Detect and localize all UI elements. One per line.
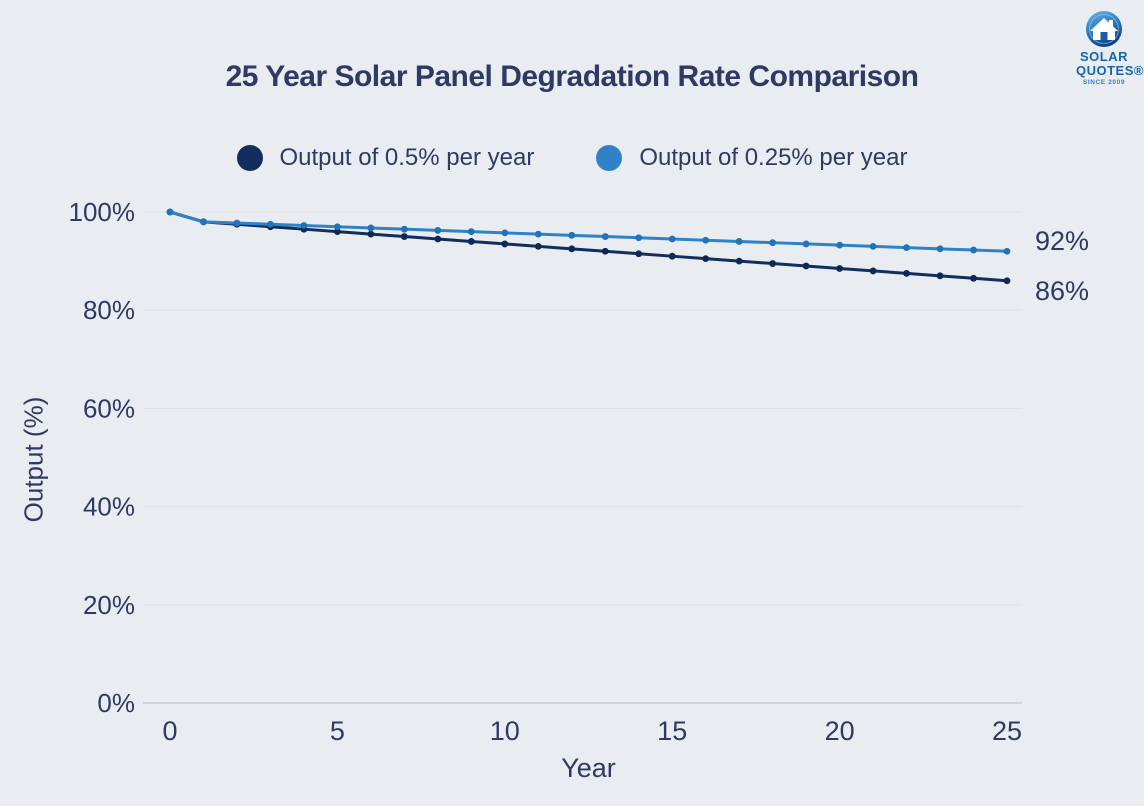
x-tick-label: 10 bbox=[490, 716, 520, 746]
y-tick-label: 40% bbox=[83, 492, 135, 522]
data-point bbox=[970, 246, 977, 254]
solarquotes-house-icon bbox=[1086, 11, 1122, 47]
data-point bbox=[802, 240, 810, 248]
data-point bbox=[1003, 247, 1011, 255]
y-tick-label: 60% bbox=[83, 393, 135, 423]
data-point bbox=[735, 257, 743, 265]
x-tick-label: 20 bbox=[825, 716, 855, 746]
data-point bbox=[233, 219, 241, 227]
data-point bbox=[903, 244, 910, 251]
data-point bbox=[936, 245, 944, 253]
data-point bbox=[802, 262, 810, 270]
data-point bbox=[668, 235, 676, 243]
data-point bbox=[534, 230, 542, 238]
data-point bbox=[836, 265, 843, 272]
data-point bbox=[434, 227, 442, 234]
data-point bbox=[869, 267, 877, 275]
data-point bbox=[434, 235, 442, 243]
data-point bbox=[267, 220, 274, 228]
x-tick-label: 0 bbox=[162, 716, 177, 746]
y-tick-label: 20% bbox=[83, 590, 135, 620]
data-point bbox=[936, 272, 944, 280]
series-end-value-half-percent: 86% bbox=[1035, 276, 1090, 306]
solarquotes-logo: SOLAR QUOTES® SINCE 2009 bbox=[1076, 10, 1144, 87]
data-point bbox=[200, 218, 207, 226]
data-point bbox=[869, 242, 877, 250]
legend-marker-icon bbox=[596, 145, 623, 171]
legend-marker-icon bbox=[236, 145, 263, 171]
y-axis-title: Output (%) bbox=[18, 396, 49, 523]
data-point bbox=[300, 222, 308, 229]
data-point bbox=[735, 238, 743, 245]
y-tick-label: 0% bbox=[97, 688, 135, 718]
data-point bbox=[702, 236, 710, 244]
data-point bbox=[568, 245, 576, 253]
data-point bbox=[467, 238, 475, 245]
data-point bbox=[970, 274, 977, 282]
data-point bbox=[367, 224, 375, 232]
series-end-value-quarter-percent: 92% bbox=[1035, 226, 1090, 256]
data-point bbox=[467, 228, 475, 236]
data-point bbox=[702, 255, 710, 263]
data-point bbox=[903, 269, 910, 277]
x-tick-label: 15 bbox=[657, 716, 687, 746]
data-point bbox=[400, 225, 408, 233]
data-point bbox=[1003, 277, 1011, 285]
legend-label: Output of 0.5% per year bbox=[279, 144, 535, 171]
data-point bbox=[501, 240, 509, 248]
legend-item-quarter-percent[interactable]: Output of 0.25% per year bbox=[596, 144, 907, 172]
series-line-1 bbox=[168, 210, 1009, 253]
logo-text-since: SINCE 2009 bbox=[1082, 79, 1126, 86]
data-point bbox=[400, 233, 408, 240]
series-line-0 bbox=[168, 210, 1009, 283]
data-point bbox=[601, 247, 609, 255]
data-point bbox=[836, 241, 843, 249]
data-point bbox=[367, 230, 375, 238]
data-point bbox=[334, 223, 341, 231]
data-point bbox=[635, 250, 643, 258]
chart-title: 25 Year Solar Panel Degradation Rate Com… bbox=[225, 60, 919, 94]
data-point bbox=[769, 260, 777, 267]
data-point bbox=[668, 252, 676, 260]
y-tick-label: 80% bbox=[83, 295, 135, 325]
data-point bbox=[334, 228, 341, 236]
x-tick-label: 5 bbox=[330, 716, 345, 746]
data-point bbox=[769, 239, 777, 247]
logo-text-quotes: QUOTES® bbox=[1076, 63, 1144, 78]
legend-item-half-percent[interactable]: Output of 0.5% per year bbox=[236, 144, 535, 172]
data-point bbox=[568, 231, 576, 239]
data-point bbox=[635, 234, 643, 242]
x-tick-label: 25 bbox=[992, 716, 1022, 746]
data-point bbox=[601, 233, 609, 240]
chart-legend: Output of 0.5% per year Output of 0.25% … bbox=[0, 144, 1144, 172]
data-point bbox=[501, 229, 509, 237]
data-point bbox=[534, 242, 542, 250]
x-axis-title: Year bbox=[561, 753, 616, 783]
data-point bbox=[166, 208, 174, 216]
legend-label: Output of 0.25% per year bbox=[639, 144, 908, 171]
logo-text-solar: SOLAR bbox=[1080, 49, 1128, 64]
y-tick-label: 100% bbox=[69, 197, 136, 227]
